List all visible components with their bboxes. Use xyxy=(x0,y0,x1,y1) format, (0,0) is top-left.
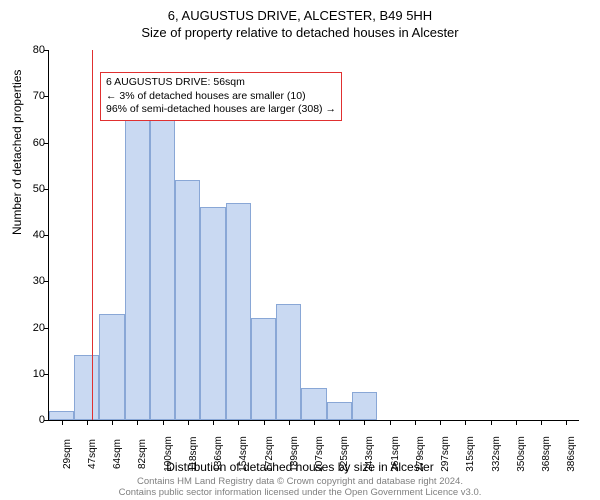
chart-title-line1: 6, AUGUSTUS DRIVE, ALCESTER, B49 5HH xyxy=(0,0,600,23)
chart-area: 0102030405060708029sqm47sqm64sqm82sqm100… xyxy=(48,50,578,420)
histogram-bar xyxy=(150,119,175,420)
y-tick-label: 30 xyxy=(17,275,45,287)
footer-line2: Contains public sector information licen… xyxy=(0,487,600,498)
x-axis-label: Distribution of detached houses by size … xyxy=(0,460,600,474)
histogram-bar xyxy=(301,388,326,420)
footer-line1: Contains HM Land Registry data © Crown c… xyxy=(0,476,600,487)
histogram-bar xyxy=(175,180,200,421)
histogram-bar xyxy=(99,314,124,420)
annotation-line3: 96% of semi-detached houses are larger (… xyxy=(106,103,336,117)
chart-subtitle: Size of property relative to detached ho… xyxy=(0,23,600,40)
histogram-bar xyxy=(226,203,251,420)
histogram-bar xyxy=(276,304,301,420)
y-tick-label: 20 xyxy=(17,322,45,334)
histogram-bar xyxy=(125,115,150,420)
annotation-line1: 6 AUGUSTUS DRIVE: 56sqm xyxy=(106,76,336,90)
y-tick-label: 10 xyxy=(17,368,45,380)
histogram-bar xyxy=(352,392,377,420)
histogram-bar xyxy=(327,402,352,421)
y-tick-label: 40 xyxy=(17,229,45,241)
histogram-bar xyxy=(49,411,74,420)
histogram-bar xyxy=(200,207,225,420)
y-tick-label: 50 xyxy=(17,183,45,195)
y-tick-label: 60 xyxy=(17,137,45,149)
y-tick-label: 80 xyxy=(17,44,45,56)
histogram-bar xyxy=(74,355,99,420)
y-tick-label: 0 xyxy=(17,414,45,426)
histogram-bar xyxy=(251,318,276,420)
annotation-box: 6 AUGUSTUS DRIVE: 56sqm ← 3% of detached… xyxy=(100,72,342,121)
footer-attribution: Contains HM Land Registry data © Crown c… xyxy=(0,476,600,498)
reference-line xyxy=(92,50,93,420)
annotation-line2: ← 3% of detached houses are smaller (10) xyxy=(106,90,336,104)
y-tick-label: 70 xyxy=(17,90,45,102)
